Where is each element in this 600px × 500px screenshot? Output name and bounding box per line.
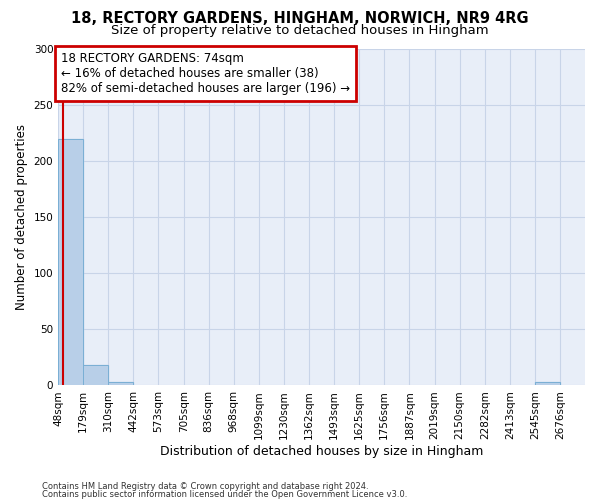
Text: 18 RECTORY GARDENS: 74sqm
← 16% of detached houses are smaller (38)
82% of semi-: 18 RECTORY GARDENS: 74sqm ← 16% of detac… [61,52,350,96]
Text: Contains HM Land Registry data © Crown copyright and database right 2024.: Contains HM Land Registry data © Crown c… [42,482,368,491]
Text: Contains public sector information licensed under the Open Government Licence v3: Contains public sector information licen… [42,490,407,499]
Text: Size of property relative to detached houses in Hingham: Size of property relative to detached ho… [111,24,489,37]
Polygon shape [535,382,560,386]
Text: 18, RECTORY GARDENS, HINGHAM, NORWICH, NR9 4RG: 18, RECTORY GARDENS, HINGHAM, NORWICH, N… [71,11,529,26]
X-axis label: Distribution of detached houses by size in Hingham: Distribution of detached houses by size … [160,444,483,458]
Polygon shape [83,365,108,386]
Polygon shape [58,138,83,386]
Polygon shape [108,382,133,386]
Y-axis label: Number of detached properties: Number of detached properties [15,124,28,310]
